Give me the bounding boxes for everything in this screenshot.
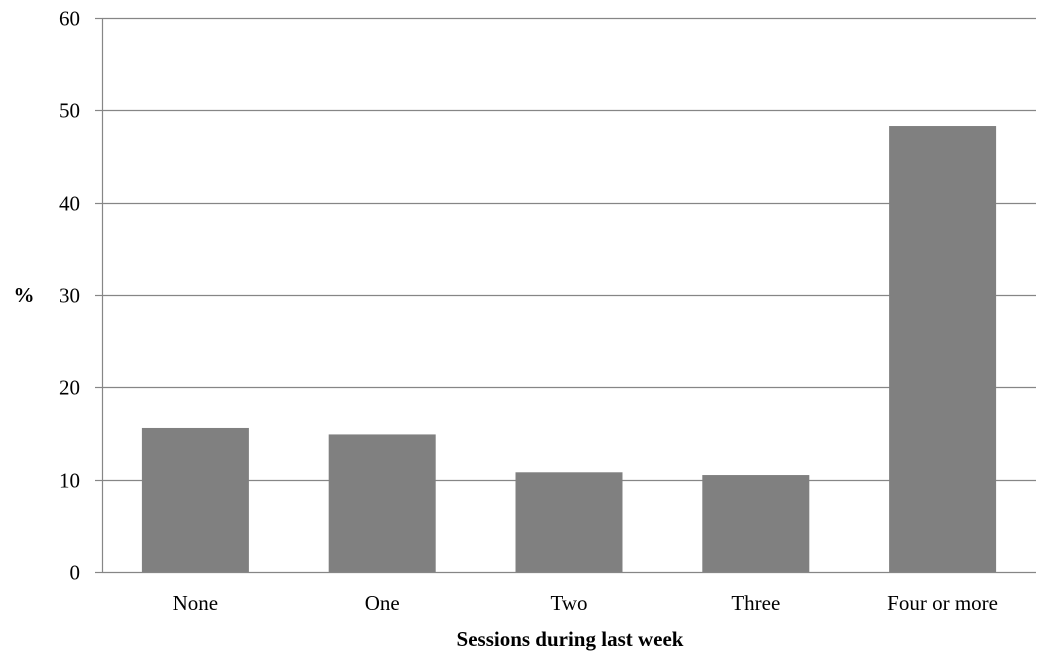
axes [95, 17, 1036, 574]
x-tick-label: Four or more [887, 591, 998, 615]
x-tick-labels: None One Two Three Four or more [173, 591, 998, 615]
x-axis-title: Sessions during last week [457, 627, 684, 651]
y-tick-label: 40 [59, 192, 80, 216]
x-tick-label: None [173, 591, 219, 615]
bar-one [328, 434, 436, 572]
y-tick-label: 60 [59, 7, 80, 31]
bar-two [515, 472, 623, 572]
bar-four-or-more [889, 126, 997, 572]
y-tick-label: 50 [59, 99, 80, 123]
bar-three [702, 475, 810, 572]
bar-none [141, 427, 249, 572]
y-tick-label: 20 [59, 376, 80, 400]
y-tick-label: 0 [70, 561, 81, 585]
x-tick-label: Two [550, 591, 587, 615]
y-axis-title: % [14, 283, 35, 307]
y-tick-label: 10 [59, 469, 80, 493]
gridlines [102, 17, 1036, 482]
x-tick-label: One [365, 591, 400, 615]
x-tick-label: Three [731, 591, 780, 615]
y-tick-labels: 0 10 20 30 40 50 60 [59, 7, 80, 585]
y-tick-label: 30 [59, 284, 80, 308]
bars [141, 126, 997, 572]
